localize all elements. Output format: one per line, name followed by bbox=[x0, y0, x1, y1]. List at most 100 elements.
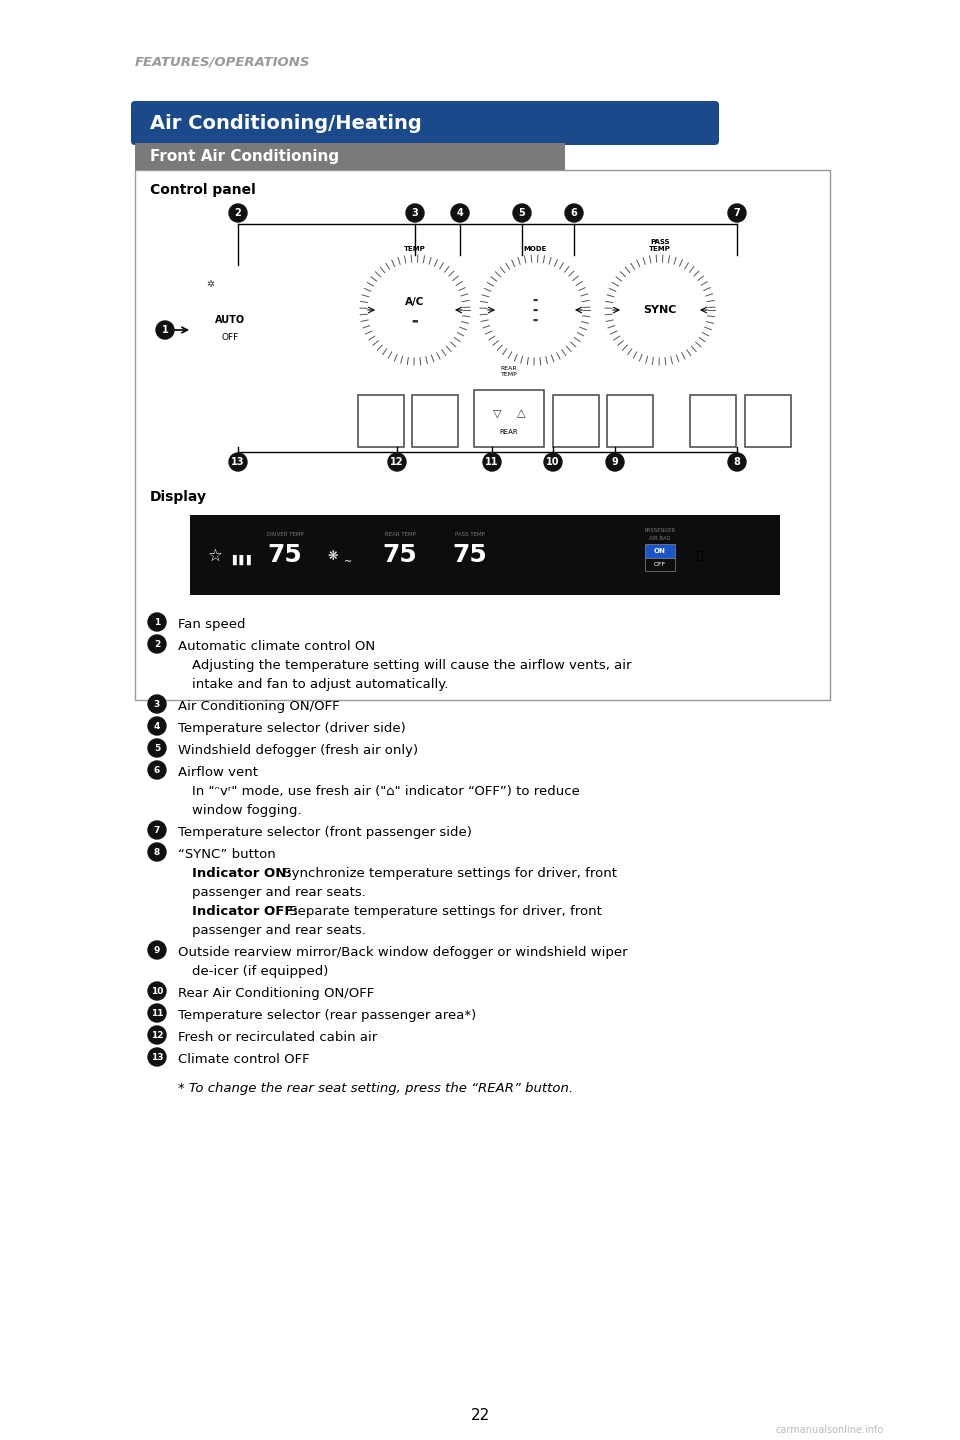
Bar bbox=[690, 395, 736, 446]
Circle shape bbox=[505, 279, 565, 340]
Circle shape bbox=[229, 454, 247, 471]
Circle shape bbox=[283, 340, 291, 348]
Circle shape bbox=[480, 255, 590, 364]
Text: passenger and rear seats.: passenger and rear seats. bbox=[192, 886, 366, 899]
Circle shape bbox=[176, 276, 284, 384]
Text: PASSENGER: PASSENGER bbox=[644, 527, 676, 533]
Bar bbox=[135, 170, 830, 700]
Circle shape bbox=[605, 255, 715, 364]
Text: Temperature selector (front passenger side): Temperature selector (front passenger si… bbox=[178, 827, 472, 840]
Text: A/C: A/C bbox=[405, 297, 424, 307]
Bar bbox=[745, 395, 791, 446]
Bar bbox=[135, 143, 565, 170]
Circle shape bbox=[606, 454, 624, 471]
Circle shape bbox=[162, 262, 298, 397]
Text: Front Air Conditioning: Front Air Conditioning bbox=[150, 148, 339, 164]
Text: Temperature selector (driver side): Temperature selector (driver side) bbox=[178, 721, 406, 734]
Text: Fan speed: Fan speed bbox=[178, 618, 246, 631]
Text: 22: 22 bbox=[470, 1407, 490, 1423]
Circle shape bbox=[544, 454, 562, 471]
Text: Indicator OFF:: Indicator OFF: bbox=[192, 904, 299, 919]
Text: 8: 8 bbox=[154, 848, 160, 857]
Text: AIR BAG: AIR BAG bbox=[649, 536, 671, 540]
Circle shape bbox=[513, 204, 531, 222]
Circle shape bbox=[491, 266, 579, 354]
Circle shape bbox=[483, 454, 501, 471]
Text: △: △ bbox=[516, 408, 525, 418]
Circle shape bbox=[148, 821, 166, 840]
Text: 12: 12 bbox=[391, 456, 404, 467]
Bar bbox=[358, 395, 404, 446]
Circle shape bbox=[283, 312, 291, 320]
FancyBboxPatch shape bbox=[131, 101, 719, 145]
Text: intake and fan to adjust automatically.: intake and fan to adjust automatically. bbox=[192, 678, 448, 691]
Text: Air Conditioning/Heating: Air Conditioning/Heating bbox=[150, 114, 421, 132]
Text: OFF: OFF bbox=[222, 333, 239, 341]
Text: DRIVER TEMP: DRIVER TEMP bbox=[267, 531, 303, 537]
Text: 5: 5 bbox=[154, 743, 160, 753]
Circle shape bbox=[283, 325, 291, 334]
Circle shape bbox=[148, 717, 166, 734]
Text: Adjusting the temperature setting will cause the airflow vents, air: Adjusting the temperature setting will c… bbox=[192, 660, 632, 672]
Text: 75: 75 bbox=[452, 543, 488, 567]
Circle shape bbox=[148, 635, 166, 652]
Text: Indicator ON:: Indicator ON: bbox=[192, 867, 292, 880]
Text: ~: ~ bbox=[344, 557, 352, 567]
Text: 10: 10 bbox=[151, 986, 163, 995]
Circle shape bbox=[406, 204, 424, 222]
Circle shape bbox=[229, 204, 247, 222]
Text: 4: 4 bbox=[154, 721, 160, 730]
Text: 2: 2 bbox=[234, 207, 241, 217]
Text: In "ᵔᴠʳ" mode, use fresh air ("⌂" indicator “OFF”) to reduce: In "ᵔᴠʳ" mode, use fresh air ("⌂" indica… bbox=[192, 785, 580, 798]
Text: Airflow vent: Airflow vent bbox=[178, 766, 258, 779]
Circle shape bbox=[360, 255, 470, 364]
Text: MODE: MODE bbox=[523, 246, 546, 252]
Bar bbox=[607, 395, 653, 446]
Text: Control panel: Control panel bbox=[150, 183, 255, 197]
Circle shape bbox=[148, 696, 166, 713]
Circle shape bbox=[148, 739, 166, 757]
Text: Separate temperature settings for driver, front: Separate temperature settings for driver… bbox=[285, 904, 602, 919]
Text: Windshield defogger (fresh air only): Windshield defogger (fresh air only) bbox=[178, 744, 419, 757]
Circle shape bbox=[148, 760, 166, 779]
Circle shape bbox=[148, 1048, 166, 1066]
Text: 10: 10 bbox=[546, 456, 560, 467]
Text: Fresh or recirculated cabin air: Fresh or recirculated cabin air bbox=[178, 1031, 377, 1044]
Circle shape bbox=[148, 1004, 166, 1022]
Text: REAR TEMP: REAR TEMP bbox=[385, 531, 416, 537]
Text: 4: 4 bbox=[457, 207, 464, 217]
Text: ▬: ▬ bbox=[412, 317, 419, 323]
Circle shape bbox=[451, 204, 469, 222]
Bar bbox=[412, 395, 458, 446]
Bar bbox=[645, 544, 675, 559]
Text: Climate control OFF: Climate control OFF bbox=[178, 1053, 310, 1066]
Text: ▬: ▬ bbox=[533, 298, 538, 302]
Text: 6: 6 bbox=[570, 207, 577, 217]
Text: 🧑: 🧑 bbox=[697, 552, 704, 562]
Circle shape bbox=[616, 266, 704, 354]
Text: ▌▌▌: ▌▌▌ bbox=[232, 554, 254, 564]
Circle shape bbox=[385, 279, 445, 340]
Text: ✲: ✲ bbox=[206, 279, 214, 289]
Text: 75: 75 bbox=[383, 543, 418, 567]
Text: window fogging.: window fogging. bbox=[192, 804, 301, 816]
Text: FEATURES/OPERATIONS: FEATURES/OPERATIONS bbox=[135, 55, 310, 68]
Circle shape bbox=[156, 321, 174, 338]
Bar bbox=[190, 516, 780, 595]
Bar bbox=[474, 390, 544, 446]
Text: Temperature selector (rear passenger area*): Temperature selector (rear passenger are… bbox=[178, 1009, 476, 1022]
Text: 13: 13 bbox=[151, 1053, 163, 1061]
Text: ▽: ▽ bbox=[492, 408, 501, 418]
Text: passenger and rear seats.: passenger and rear seats. bbox=[192, 924, 366, 937]
Text: ▬: ▬ bbox=[533, 317, 538, 323]
Text: 1: 1 bbox=[161, 325, 168, 336]
Text: ☆: ☆ bbox=[207, 547, 223, 564]
Text: REAR
TEMP: REAR TEMP bbox=[500, 366, 517, 377]
Text: 11: 11 bbox=[151, 1008, 163, 1018]
Circle shape bbox=[388, 454, 406, 471]
Circle shape bbox=[192, 292, 268, 369]
Text: 9: 9 bbox=[154, 946, 160, 955]
Text: Display: Display bbox=[150, 490, 207, 504]
Text: 6: 6 bbox=[154, 766, 160, 775]
Text: 9: 9 bbox=[612, 456, 618, 467]
